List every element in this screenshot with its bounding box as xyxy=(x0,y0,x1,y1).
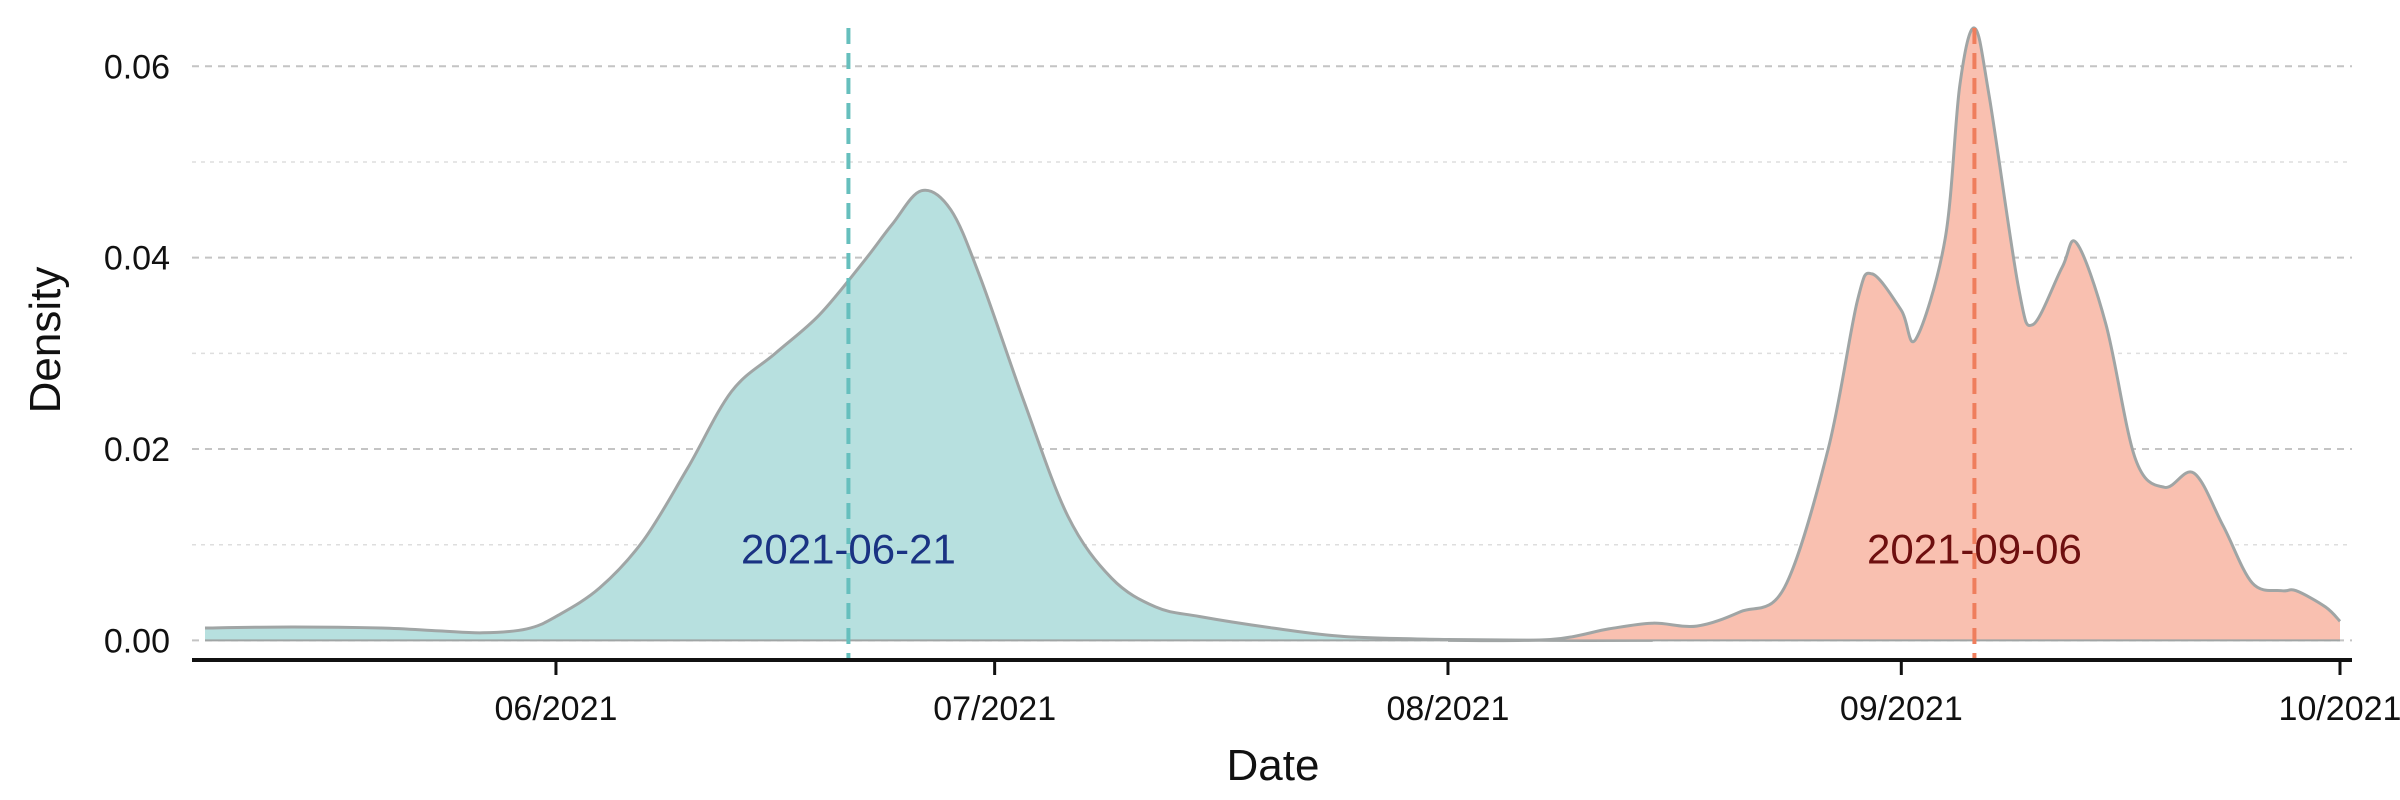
density-area-fill-1 xyxy=(205,190,1653,641)
x-tick-label: 06/2021 xyxy=(495,690,618,728)
x-axis-title: Date xyxy=(1227,741,1320,790)
reference-lines: 2021-06-21 2021-09-06 xyxy=(741,28,2082,660)
x-tick-label: 07/2021 xyxy=(933,690,1056,728)
y-tick-label: 0.04 xyxy=(104,240,170,278)
y-axis-ticks: 0.00 0.02 0.04 0.06 xyxy=(104,48,170,660)
density-areas xyxy=(204,26,2342,643)
x-axis-ticks: 06/2021 07/2021 08/2021 09/2021 10/2021 xyxy=(495,660,2400,728)
y-axis-title: Density xyxy=(21,267,70,414)
reference-label-1: 2021-06-21 xyxy=(741,526,956,573)
y-tick-label: 0.02 xyxy=(104,431,170,469)
y-tick-label: 0.00 xyxy=(104,622,170,660)
y-tick-label: 0.06 xyxy=(104,48,170,86)
reference-label-2: 2021-09-06 xyxy=(1867,526,2082,573)
density-curve-1 xyxy=(204,188,1653,642)
density-area-fill-2 xyxy=(1448,27,2340,641)
x-tick-label: 08/2021 xyxy=(1387,690,1510,728)
x-tick-label: 09/2021 xyxy=(1840,690,1963,728)
x-tick-label: 10/2021 xyxy=(2279,690,2400,728)
